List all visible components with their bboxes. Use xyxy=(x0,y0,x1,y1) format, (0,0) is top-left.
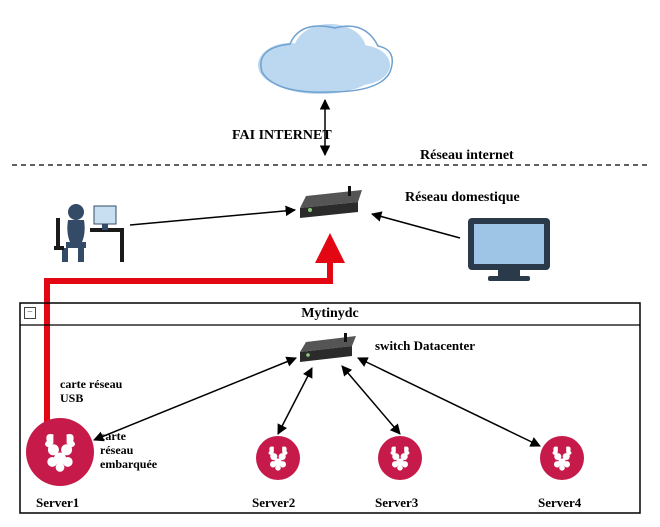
server3-label: Server3 xyxy=(375,495,418,511)
fai-label: FAI INTERNET xyxy=(232,128,332,144)
diagram-canvas xyxy=(0,0,660,527)
datacenter-box xyxy=(20,303,640,513)
arrow-person-router xyxy=(130,210,295,225)
arrow-server4-switch xyxy=(358,358,540,446)
switch-dc-label: switch Datacenter xyxy=(375,338,475,354)
dc-switch-icon xyxy=(300,333,356,362)
carte-usb-label: carte réseau USB xyxy=(60,378,122,406)
monitor-icon xyxy=(468,218,550,281)
box-collapse-toggle[interactable]: − xyxy=(24,307,36,319)
reseau-internet-label: Réseau internet xyxy=(420,148,514,164)
carte-emb-l2: réseau xyxy=(100,444,157,458)
carte-emb-l3: embarquée xyxy=(100,458,157,472)
server1-icon xyxy=(26,418,94,486)
server2-label: Server2 xyxy=(252,495,295,511)
server4-icon xyxy=(540,436,584,480)
carte-embarquee-label: carte réseau embarquée xyxy=(100,430,157,471)
arrow-server3-switch xyxy=(342,366,400,434)
carte-emb-l1: carte xyxy=(100,430,157,444)
arrow-server1-switch xyxy=(94,358,296,440)
server2-icon xyxy=(256,436,300,480)
carte-usb-l1: carte réseau xyxy=(60,378,122,392)
reseau-domestique-label: Réseau domestique xyxy=(405,190,520,206)
server1-label: Server1 xyxy=(36,495,79,511)
datacenter-title: Mytinydc xyxy=(20,306,640,322)
arrow-monitor-router xyxy=(372,214,460,238)
arrow-server2-switch xyxy=(278,368,312,434)
cloud-icon xyxy=(258,24,392,94)
server4-label: Server4 xyxy=(538,495,581,511)
server3-icon xyxy=(378,436,422,480)
home-router-icon xyxy=(300,186,362,218)
carte-usb-l2: USB xyxy=(60,392,122,406)
person-icon xyxy=(54,204,124,262)
